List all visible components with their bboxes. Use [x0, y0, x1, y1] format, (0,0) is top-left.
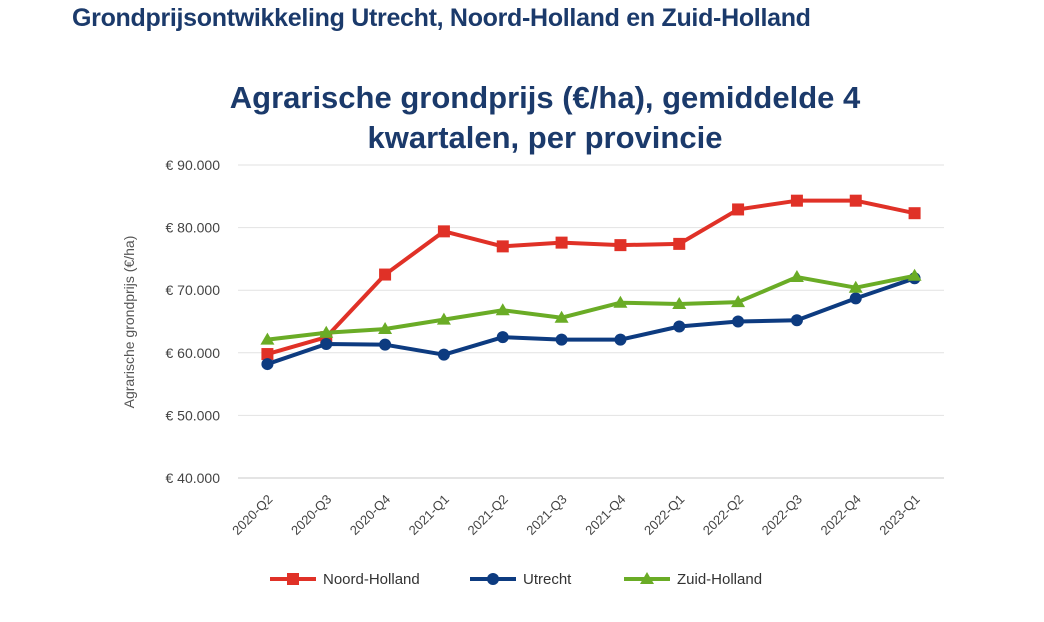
data-point-noord-holland [496, 240, 509, 253]
y-tick-label: € 70.000 [166, 282, 221, 298]
data-point-noord-holland [732, 203, 745, 216]
x-tick-label: 2022-Q4 [817, 492, 863, 538]
data-point-utrecht [261, 358, 274, 371]
legend-item-noord-holland: Noord-Holland [270, 571, 420, 588]
x-tick-label: 2022-Q3 [759, 492, 805, 538]
y-tick-label: € 80.000 [166, 220, 221, 236]
data-point-utrecht [614, 333, 627, 346]
legend-label: Noord-Holland [323, 571, 420, 588]
data-point-zuid-holland [260, 332, 275, 345]
data-point-noord-holland [849, 194, 862, 207]
data-point-zuid-holland [789, 270, 804, 283]
legend-marker [640, 572, 654, 584]
data-point-utrecht [673, 320, 686, 333]
data-point-utrecht [732, 315, 745, 328]
y-tick-label: € 50.000 [166, 407, 221, 423]
data-point-zuid-holland [319, 325, 334, 338]
data-point-zuid-holland [731, 295, 746, 308]
data-point-utrecht [790, 314, 803, 327]
series-line-utrecht [265, 276, 917, 367]
x-tick-label: 2021-Q2 [464, 492, 510, 538]
x-axis-ticks: 2020-Q2 2020-Q3 2020-Q4 2021-Q1 2021-Q2 2021-… [229, 492, 923, 538]
series-line-noord-holland [265, 198, 917, 357]
data-point-noord-holland [673, 237, 686, 250]
series-noord-holland [261, 194, 921, 361]
legend-marker [487, 573, 499, 585]
data-point-zuid-holland [378, 322, 393, 335]
chart-title: Agrarische grondprijs (€/ha), gemiddelde… [0, 78, 1044, 158]
y-tick-label: € 60.000 [166, 345, 221, 361]
data-point-zuid-holland [495, 303, 510, 316]
data-point-noord-holland [437, 225, 450, 238]
data-point-zuid-holland [907, 268, 922, 281]
chart-title-line-1: Agrarische grondprijs (€/ha), gemiddelde… [229, 80, 861, 115]
data-point-noord-holland [379, 268, 392, 281]
data-point-zuid-holland [672, 296, 687, 309]
data-point-noord-holland [908, 207, 921, 220]
x-tick-label: 2022-Q1 [641, 492, 687, 538]
data-point-noord-holland [614, 239, 627, 252]
data-point-noord-holland [790, 194, 803, 207]
x-tick-label: 2020-Q2 [229, 492, 275, 538]
x-tick-label: 2021-Q3 [523, 492, 569, 538]
legend-label: Utrecht [523, 571, 572, 588]
data-point-utrecht [849, 292, 862, 305]
x-tick-label: 2023-Q1 [876, 492, 922, 538]
legend-item-zuid-holland: Zuid-Holland [624, 571, 762, 588]
series-zuid-holland [260, 268, 922, 345]
chart-title-line-2: kwartalen, per provincie [367, 120, 723, 155]
page-heading: Grondprijsontwikkeling Utrecht, Noord-Ho… [72, 4, 811, 32]
data-point-utrecht [320, 338, 333, 351]
data-point-utrecht [437, 348, 450, 361]
legend-label: Zuid-Holland [677, 571, 762, 588]
series-utrecht [261, 272, 921, 371]
data-point-noord-holland [555, 236, 568, 249]
series-line-zuid-holland [265, 273, 917, 342]
x-tick-label: 2021-Q4 [582, 492, 628, 538]
data-point-utrecht [379, 338, 392, 351]
data-point-zuid-holland [848, 280, 863, 293]
x-tick-label: 2020-Q3 [288, 492, 334, 538]
y-axis-label: Agrarische grondprijs (€/ha) [121, 236, 137, 409]
y-tick-label: € 90.000 [166, 157, 221, 173]
y-tick-label: € 40.000 [166, 470, 221, 486]
data-point-noord-holland [261, 348, 274, 361]
gridlines [238, 164, 944, 479]
data-point-utrecht [496, 331, 509, 344]
y-axis-ticks: € 40.000 € 50.000 € 60.000 € 70.000 € 80.000… [166, 157, 221, 486]
x-tick-label: 2020-Q4 [347, 492, 393, 538]
legend-item-utrecht: Utrecht [470, 571, 572, 588]
data-point-zuid-holland [613, 295, 628, 308]
x-tick-label: 2021-Q1 [406, 492, 452, 538]
legend: Noord-Holland Utrecht Zuid-Holland [270, 571, 762, 588]
legend-marker [287, 573, 299, 585]
data-point-utrecht [555, 333, 568, 346]
data-point-zuid-holland [436, 312, 451, 325]
x-tick-label: 2022-Q2 [700, 492, 746, 538]
data-point-zuid-holland [554, 310, 569, 323]
series-group [260, 194, 922, 371]
